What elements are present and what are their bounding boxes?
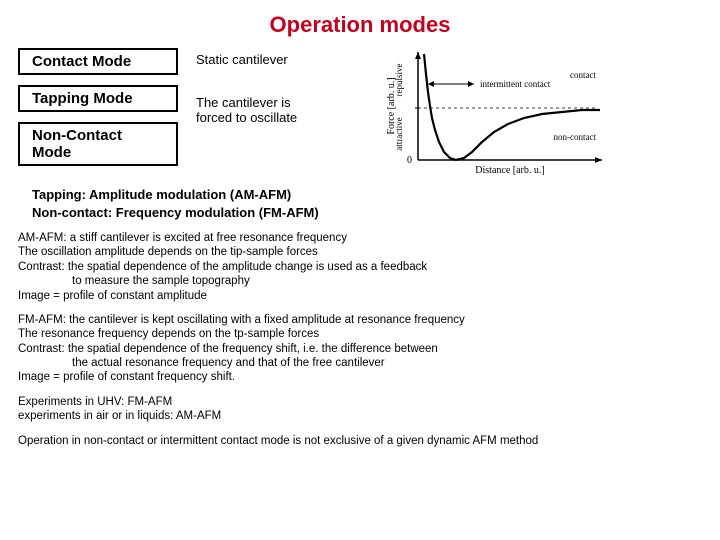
svg-text:0: 0 [407, 155, 412, 166]
fm-l2: The resonance frequency depends on the t… [18, 328, 319, 340]
page-title: Operation modes [18, 12, 702, 38]
mode-noncontact: Non-Contact Mode [18, 122, 178, 166]
svg-text:intermittent contact: intermittent contact [480, 79, 551, 89]
am-l2: The oscillation amplitude depends on the… [18, 246, 318, 258]
am-l4: Image = profile of constant amplitude [18, 290, 207, 302]
summary-block: Tapping: Amplitude modulation (AM-AFM) N… [32, 186, 702, 221]
mode-contact: Contact Mode [18, 48, 178, 75]
fm-l3: Contrast: the spatial dependence of the … [18, 343, 438, 355]
mode-column: Contact Mode Tapping Mode Non-Contact Mo… [18, 48, 178, 166]
desc-osc-l2: forced to oscillate [196, 110, 297, 125]
am-l3: Contrast: the spatial dependence of the … [18, 261, 427, 273]
force-distance-chart: 0intermittent contactcontactnon-contactr… [384, 48, 604, 176]
fm-l1: FM-AFM: the cantilever is kept oscillati… [18, 314, 465, 326]
desc-osc-l1: The cantilever is [196, 95, 291, 110]
summary-l1: Tapping: Amplitude modulation (AM-AFM) [32, 187, 291, 202]
mode-tapping: Tapping Mode [18, 85, 178, 112]
fm-l4: Image = profile of constant frequency sh… [18, 371, 235, 383]
am-l1: AM-AFM: a stiff cantilever is excited at… [18, 232, 347, 244]
am-block: AM-AFM: a stiff cantilever is excited at… [18, 231, 702, 303]
closing: Operation in non-contact or intermittent… [18, 434, 702, 448]
svg-text:contact: contact [570, 70, 596, 80]
svg-text:Distance [arb. u.]: Distance [arb. u.] [475, 165, 544, 176]
env-l2: experiments in air or in liquids: AM-AFM [18, 410, 221, 422]
fm-block: FM-AFM: the cantilever is kept oscillati… [18, 313, 702, 385]
fm-l3b: the actual resonance frequency and that … [18, 356, 702, 370]
svg-text:non-contact: non-contact [554, 132, 597, 142]
desc-oscillate: The cantilever is forced to oscillate [196, 95, 366, 125]
summary-l2: Non-contact: Frequency modulation (FM-AF… [32, 205, 319, 220]
env-block: Experiments in UHV: FM-AFM experiments i… [18, 395, 702, 424]
am-l3b: to measure the sample topography [18, 274, 702, 288]
desc-static: Static cantilever [196, 52, 366, 67]
chart-column: 0intermittent contactcontactnon-contactr… [384, 48, 702, 176]
svg-text:Force [arb. u.]: Force [arb. u.] [386, 77, 397, 134]
env-l1: Experiments in UHV: FM-AFM [18, 396, 172, 408]
top-row: Contact Mode Tapping Mode Non-Contact Mo… [18, 48, 702, 176]
desc-column: Static cantilever The cantilever is forc… [196, 48, 366, 125]
